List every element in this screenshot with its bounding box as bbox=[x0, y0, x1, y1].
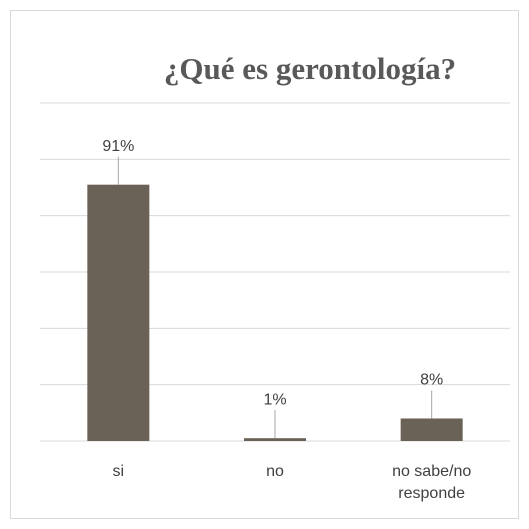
data-label: 1% bbox=[263, 391, 286, 408]
data-label: 8% bbox=[420, 372, 443, 389]
data-label: 91% bbox=[102, 138, 134, 155]
bar bbox=[244, 438, 306, 441]
chart-title: ¿Qué es gerontología? bbox=[164, 51, 456, 86]
x-tick-label: no bbox=[266, 463, 284, 480]
x-tick-label: si bbox=[112, 463, 125, 480]
x-tick-label: no sabe/no responde bbox=[392, 463, 472, 502]
bar bbox=[87, 184, 150, 441]
chart-border bbox=[10, 10, 519, 519]
bar bbox=[400, 418, 463, 441]
